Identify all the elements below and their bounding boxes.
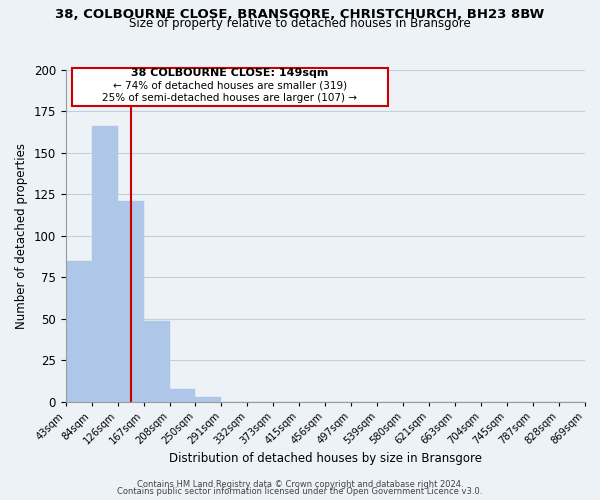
Text: Size of property relative to detached houses in Bransgore: Size of property relative to detached ho… bbox=[129, 18, 471, 30]
Text: 25% of semi-detached houses are larger (107) →: 25% of semi-detached houses are larger (… bbox=[102, 92, 357, 102]
Text: Contains public sector information licensed under the Open Government Licence v3: Contains public sector information licen… bbox=[118, 487, 482, 496]
Text: Contains HM Land Registry data © Crown copyright and database right 2024.: Contains HM Land Registry data © Crown c… bbox=[137, 480, 463, 489]
Bar bbox=[196, 397, 221, 402]
Bar bbox=[170, 388, 196, 402]
Text: 38, COLBOURNE CLOSE, BRANSGORE, CHRISTCHURCH, BH23 8BW: 38, COLBOURNE CLOSE, BRANSGORE, CHRISTCH… bbox=[55, 8, 545, 20]
Bar bbox=[65, 261, 92, 402]
Bar bbox=[92, 126, 118, 402]
X-axis label: Distribution of detached houses by size in Bransgore: Distribution of detached houses by size … bbox=[169, 452, 482, 465]
Bar bbox=[143, 320, 170, 402]
Text: ← 74% of detached houses are smaller (319): ← 74% of detached houses are smaller (31… bbox=[113, 80, 347, 90]
Y-axis label: Number of detached properties: Number of detached properties bbox=[15, 143, 28, 329]
Text: 38 COLBOURNE CLOSE: 149sqm: 38 COLBOURNE CLOSE: 149sqm bbox=[131, 68, 328, 78]
Bar bbox=[118, 201, 143, 402]
